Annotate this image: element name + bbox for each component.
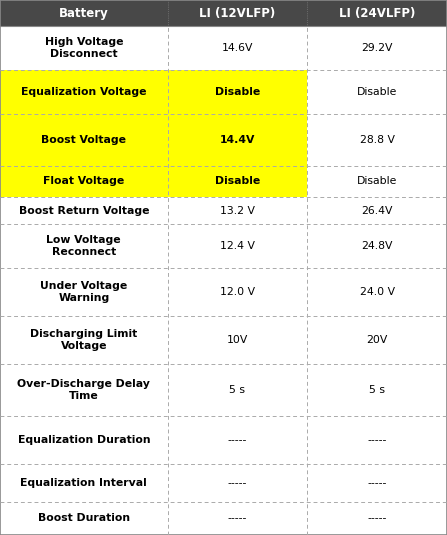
Bar (308, 416, 447, 464)
Text: Disable: Disable (357, 87, 397, 97)
Bar (0, 268, 168, 316)
Bar (0, 316, 168, 364)
Text: Boost Duration: Boost Duration (38, 513, 130, 523)
Bar (168, 197, 308, 224)
Bar (308, 502, 447, 535)
Text: -----: ----- (367, 513, 387, 523)
Text: Boost Voltage: Boost Voltage (41, 135, 127, 144)
Bar (308, 224, 447, 268)
Bar (168, 502, 308, 535)
Text: 26.4V: 26.4V (362, 205, 393, 216)
Text: 14.4V: 14.4V (220, 135, 255, 144)
Text: Under Voltage
Warning: Under Voltage Warning (40, 281, 127, 303)
Text: -----: ----- (228, 435, 247, 445)
Text: 5 s: 5 s (369, 385, 385, 395)
Text: 24.8V: 24.8V (362, 241, 393, 251)
Bar (308, 268, 447, 316)
Text: 12.0 V: 12.0 V (220, 287, 255, 297)
Bar (308, 26, 447, 70)
Bar (0, 502, 168, 535)
Text: -----: ----- (367, 435, 387, 445)
Bar (308, 70, 447, 113)
Bar (0, 416, 168, 464)
Bar (168, 464, 308, 502)
Text: Battery: Battery (59, 6, 109, 19)
Text: Float Voltage: Float Voltage (43, 177, 124, 186)
Text: Discharging Limit
Voltage: Discharging Limit Voltage (30, 328, 137, 351)
Text: Disable: Disable (215, 177, 260, 186)
Bar (168, 364, 308, 416)
Bar (0, 464, 168, 502)
Bar (168, 0, 308, 26)
Bar (168, 70, 308, 113)
Text: 5 s: 5 s (229, 385, 245, 395)
Bar (0, 197, 168, 224)
Bar (308, 197, 447, 224)
Text: 29.2V: 29.2V (362, 43, 393, 53)
Bar (0, 0, 168, 26)
Text: Equalization Voltage: Equalization Voltage (21, 87, 147, 97)
Bar (0, 364, 168, 416)
Text: LI (12VLFP): LI (12VLFP) (199, 6, 276, 19)
Bar (308, 0, 447, 26)
Text: Equalization Interval: Equalization Interval (21, 478, 147, 488)
Bar (168, 166, 308, 197)
Bar (308, 464, 447, 502)
Bar (308, 113, 447, 166)
Text: Over-Discharge Delay
Time: Over-Discharge Delay Time (17, 379, 150, 401)
Text: -----: ----- (228, 478, 247, 488)
Bar (0, 224, 168, 268)
Text: High Voltage
Disconnect: High Voltage Disconnect (45, 37, 123, 59)
Bar (308, 316, 447, 364)
Text: 20V: 20V (367, 335, 388, 345)
Bar (0, 26, 168, 70)
Text: -----: ----- (228, 513, 247, 523)
Bar (168, 316, 308, 364)
Bar (168, 224, 308, 268)
Bar (0, 113, 168, 166)
Bar (168, 26, 308, 70)
Bar (168, 113, 308, 166)
Text: 28.8 V: 28.8 V (360, 135, 395, 144)
Text: 10V: 10V (227, 335, 248, 345)
Bar (308, 364, 447, 416)
Text: Boost Return Voltage: Boost Return Voltage (19, 205, 149, 216)
Text: Disable: Disable (357, 177, 397, 186)
Text: LI (24VLFP): LI (24VLFP) (339, 6, 415, 19)
Bar (168, 416, 308, 464)
Bar (0, 166, 168, 197)
Text: 24.0 V: 24.0 V (359, 287, 395, 297)
Text: Low Voltage
Reconnect: Low Voltage Reconnect (46, 235, 121, 257)
Text: 12.4 V: 12.4 V (220, 241, 255, 251)
Bar (0, 70, 168, 113)
Bar (308, 166, 447, 197)
Bar (168, 268, 308, 316)
Text: Disable: Disable (215, 87, 260, 97)
Text: 13.2 V: 13.2 V (220, 205, 255, 216)
Text: Equalization Duration: Equalization Duration (17, 435, 150, 445)
Text: -----: ----- (367, 478, 387, 488)
Text: 14.6V: 14.6V (222, 43, 253, 53)
